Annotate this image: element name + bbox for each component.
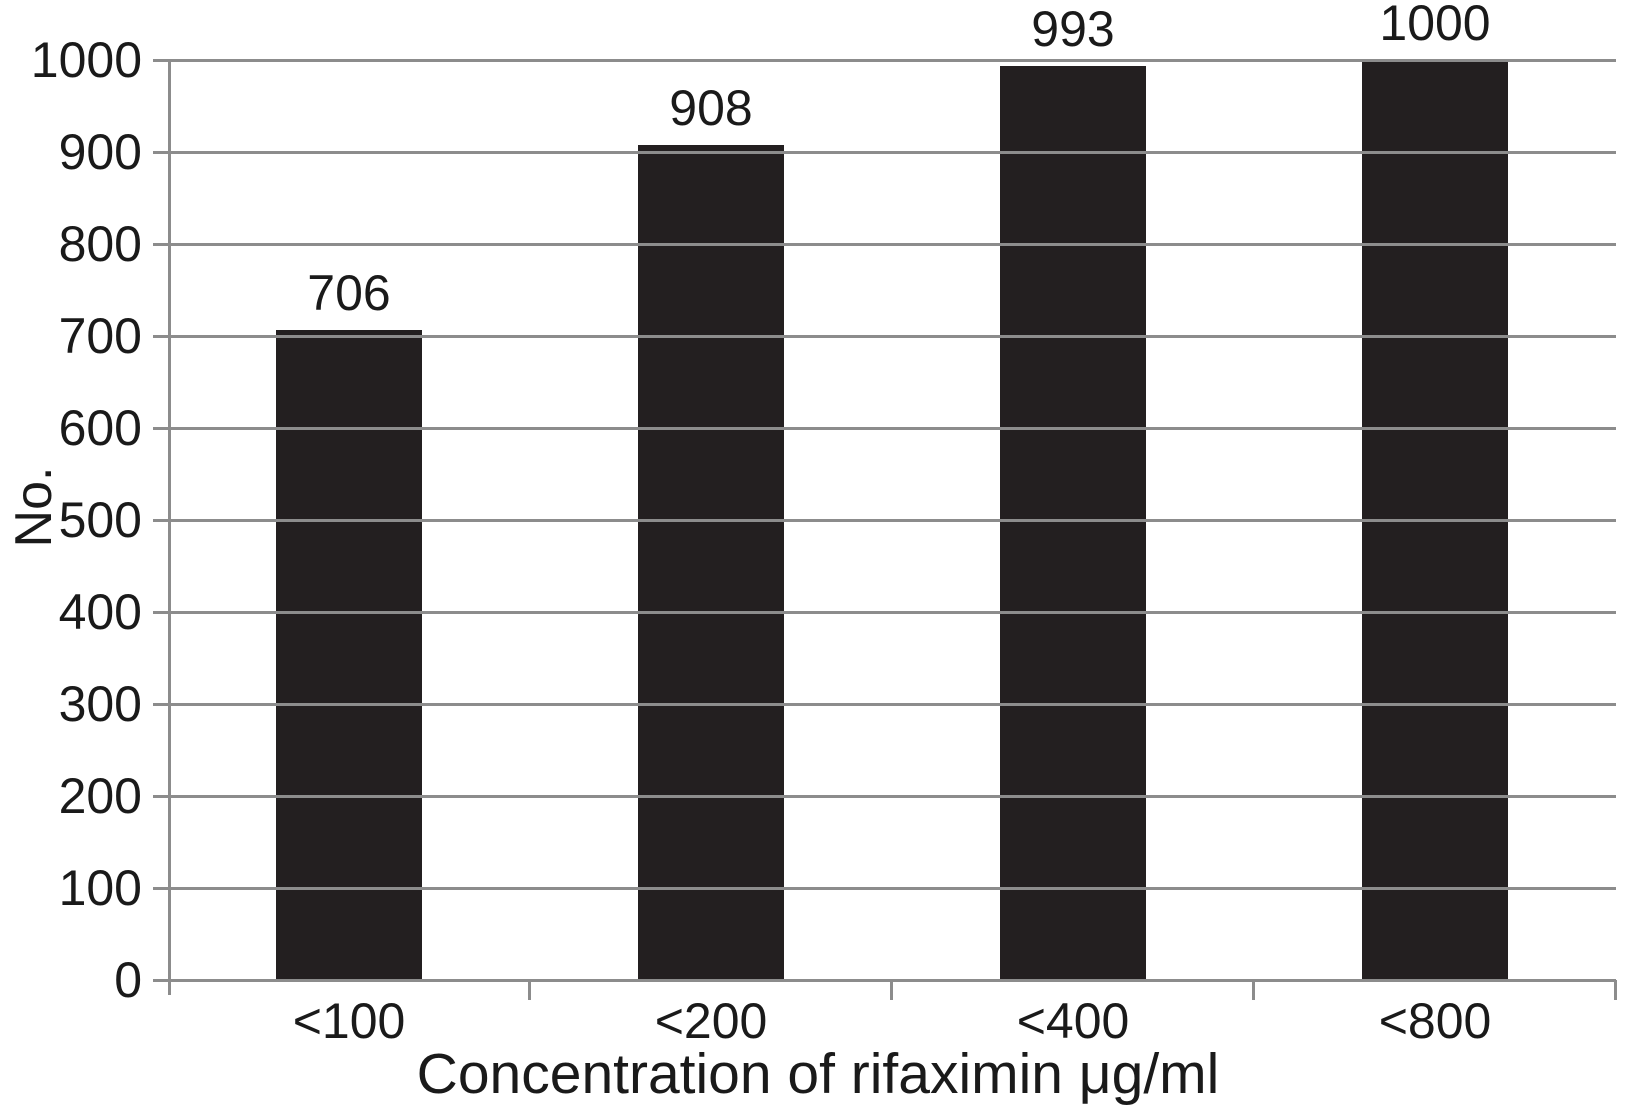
gridline xyxy=(153,795,1616,798)
bar-value-label: 1000 xyxy=(1379,0,1491,51)
y-tick-label: 0 xyxy=(114,952,142,1008)
gridline xyxy=(153,611,1616,614)
x-tick-label: <400 xyxy=(1016,993,1130,1049)
x-tick-label: <800 xyxy=(1378,993,1492,1049)
gridline xyxy=(153,427,1616,430)
bar-value-label: 993 xyxy=(1031,1,1115,58)
x-axis-tick xyxy=(528,980,531,1000)
y-tick-label: 800 xyxy=(58,216,142,272)
gridline xyxy=(153,59,1616,62)
x-axis-tick xyxy=(1614,980,1617,1000)
y-tick-label: 300 xyxy=(58,676,142,732)
bar xyxy=(276,330,422,980)
gridline xyxy=(153,335,1616,338)
y-tick-label: 100 xyxy=(58,860,142,916)
x-axis-tick xyxy=(1252,980,1255,1000)
gridline xyxy=(153,887,1616,890)
y-tick-label: 700 xyxy=(58,308,142,364)
y-tick-label: 200 xyxy=(58,768,142,824)
plot-area xyxy=(168,60,1616,980)
gridline xyxy=(153,979,1616,982)
x-tick-label: <200 xyxy=(654,993,768,1049)
y-axis-line xyxy=(168,60,171,995)
y-tick-label: 600 xyxy=(58,400,142,456)
bar-value-label: 706 xyxy=(307,265,391,322)
gridline xyxy=(153,703,1616,706)
bar-value-label: 908 xyxy=(669,79,753,136)
y-tick-label: 500 xyxy=(58,492,142,548)
x-tick-label: <100 xyxy=(292,993,406,1049)
x-axis-tick xyxy=(890,980,893,1000)
gridline xyxy=(153,243,1616,246)
bar xyxy=(638,144,784,980)
y-tick-label: 1000 xyxy=(30,32,142,88)
y-tick-label: 400 xyxy=(58,584,142,640)
gridline xyxy=(153,151,1616,154)
y-tick-label: 900 xyxy=(58,124,142,180)
bar xyxy=(1000,66,1146,980)
gridline xyxy=(153,519,1616,522)
x-axis-title: Concentration of rifaximin μg/ml xyxy=(416,1042,1220,1106)
